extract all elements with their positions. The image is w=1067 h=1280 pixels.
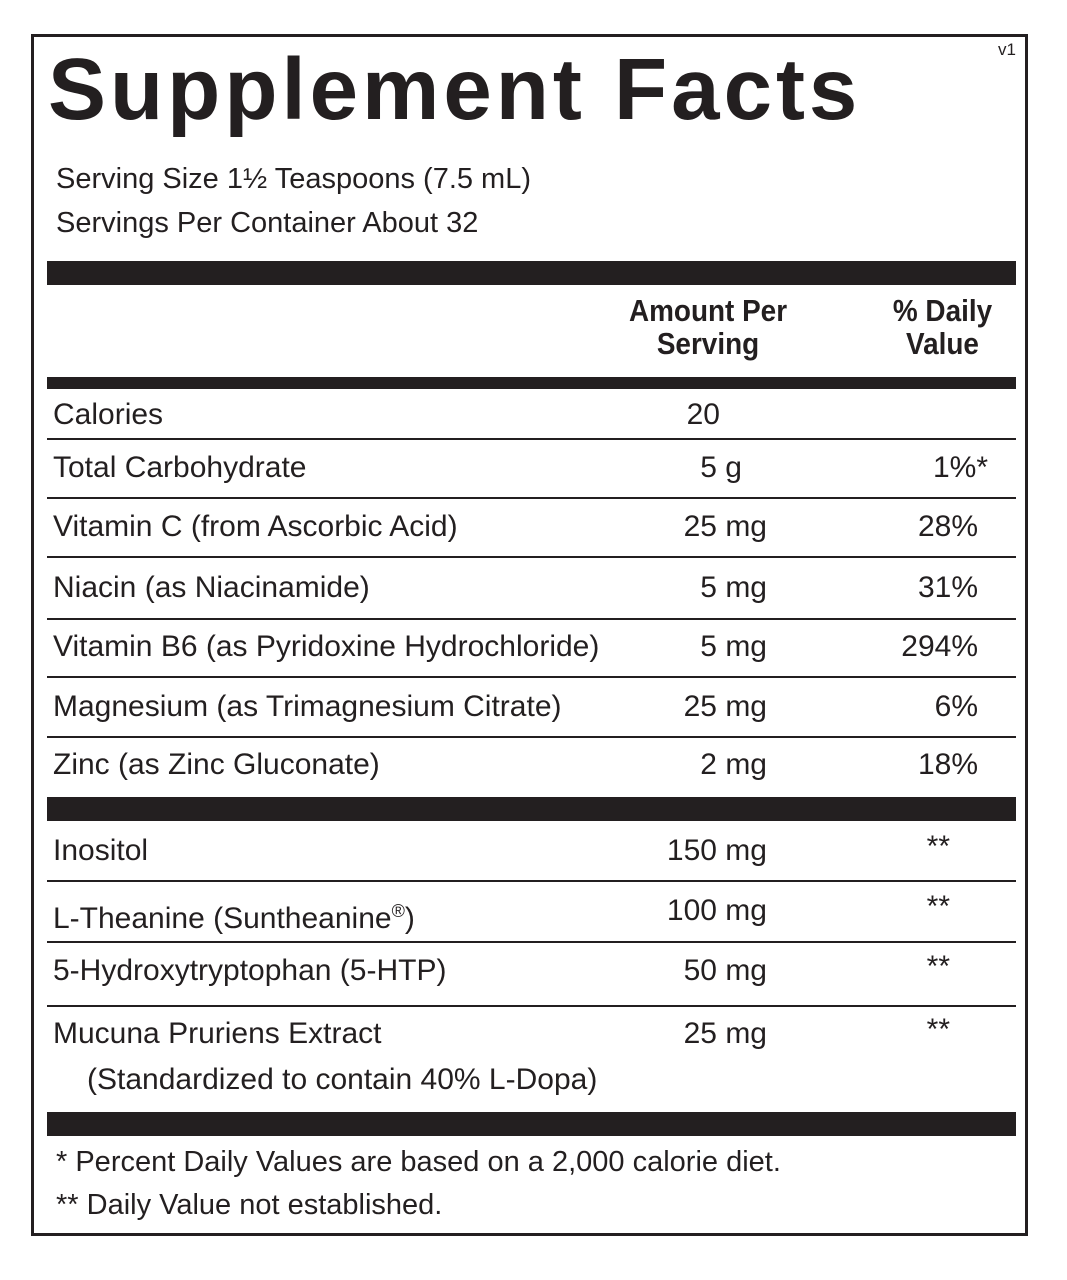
serving-size: Serving Size 1½ Teaspoons (7.5 mL) <box>56 163 532 195</box>
registered-mark: ® <box>391 901 405 921</box>
row-rule <box>47 736 1016 738</box>
nutrient-name: Zinc (as Zinc Gluconate) <box>53 748 380 781</box>
ingredient-standardization: (Standardized to contain 40% L-Dopa) <box>87 1063 598 1096</box>
nutrient-dv: 294% <box>901 630 978 663</box>
dv-header-line-1: % Daily <box>892 293 993 328</box>
row-rule <box>47 880 1016 882</box>
panel-title: Supplement Facts <box>48 41 862 138</box>
nutrient-dv: 31% <box>917 571 978 604</box>
nutrient-dv: 6% <box>934 690 978 723</box>
thick-divider <box>47 797 1016 821</box>
amount-header-line-2: Serving <box>656 326 760 361</box>
row-rule <box>47 941 1016 943</box>
ingredient-name: Inositol <box>53 834 149 867</box>
thick-divider <box>47 1112 1016 1136</box>
nutrient-name: Vitamin C (from Ascorbic Acid) <box>53 510 458 543</box>
ingredient-dv: ** <box>926 1013 950 1046</box>
amount-header-line-1: Amount Per <box>628 293 788 328</box>
nutrient-amount: 5 mg <box>700 571 767 604</box>
nutrient-name: Niacin (as Niacinamide) <box>53 571 370 604</box>
footnote-not-established: ** Daily Value not established. <box>56 1189 443 1221</box>
ingredient-name-text: L-Theanine (Suntheanine <box>53 902 392 935</box>
ingredient-name: 5-Hydroxytryptophan (5-HTP) <box>53 954 447 987</box>
nutrient-amount: 2 mg <box>700 748 767 781</box>
thick-divider <box>47 261 1016 285</box>
medium-divider <box>47 377 1016 389</box>
nutrient-name: Calories <box>53 398 164 431</box>
nutrient-name: Vitamin B6 (as Pyridoxine Hydrochloride) <box>53 630 600 663</box>
row-rule <box>47 497 1016 499</box>
nutrient-name: Total Carbohydrate <box>53 451 307 484</box>
nutrient-amount: 5 g <box>700 451 742 484</box>
nutrient-amount: 5 mg <box>700 630 767 663</box>
row-rule <box>47 556 1016 558</box>
row-rule <box>47 618 1016 620</box>
ingredient-amount: 100 mg <box>666 894 767 927</box>
version-label: v1 <box>998 40 1016 59</box>
nutrient-amount: 25 mg <box>683 690 767 723</box>
ingredient-amount: 50 mg <box>683 954 767 987</box>
ingredient-name: L-Theanine (Suntheanine®) <box>53 894 415 936</box>
ingredient-amount: 150 mg <box>666 834 767 867</box>
servings-per-container: Servings Per Container About 32 <box>56 207 479 239</box>
nutrient-dv: 18% <box>917 748 978 781</box>
nutrient-dv: 28% <box>917 510 978 543</box>
nutrient-name: Magnesium (as Trimagnesium Citrate) <box>53 690 562 723</box>
amount-per-serving-header: Amount Per Serving <box>618 294 798 360</box>
ingredient-dv: ** <box>926 890 950 923</box>
ingredient-amount: 25 mg <box>683 1017 767 1050</box>
row-rule <box>47 438 1016 440</box>
ingredient-name: Mucuna Pruriens Extract <box>53 1017 382 1050</box>
daily-value-header: % Daily Value <box>868 294 1017 360</box>
nutrient-dv: 1%* <box>932 451 988 484</box>
ingredient-name-end: ) <box>404 902 415 935</box>
footnote-daily-value: * Percent Daily Values are based on a 2,… <box>56 1146 781 1178</box>
ingredient-dv: ** <box>926 830 950 863</box>
nutrient-amount: 25 mg <box>683 510 767 543</box>
row-rule <box>47 1005 1016 1007</box>
supplement-facts-panel <box>31 34 1028 1236</box>
ingredient-dv: ** <box>926 950 950 983</box>
nutrient-amount: 20 <box>686 398 720 431</box>
row-rule <box>47 676 1016 678</box>
dv-header-line-2: Value <box>906 326 979 361</box>
